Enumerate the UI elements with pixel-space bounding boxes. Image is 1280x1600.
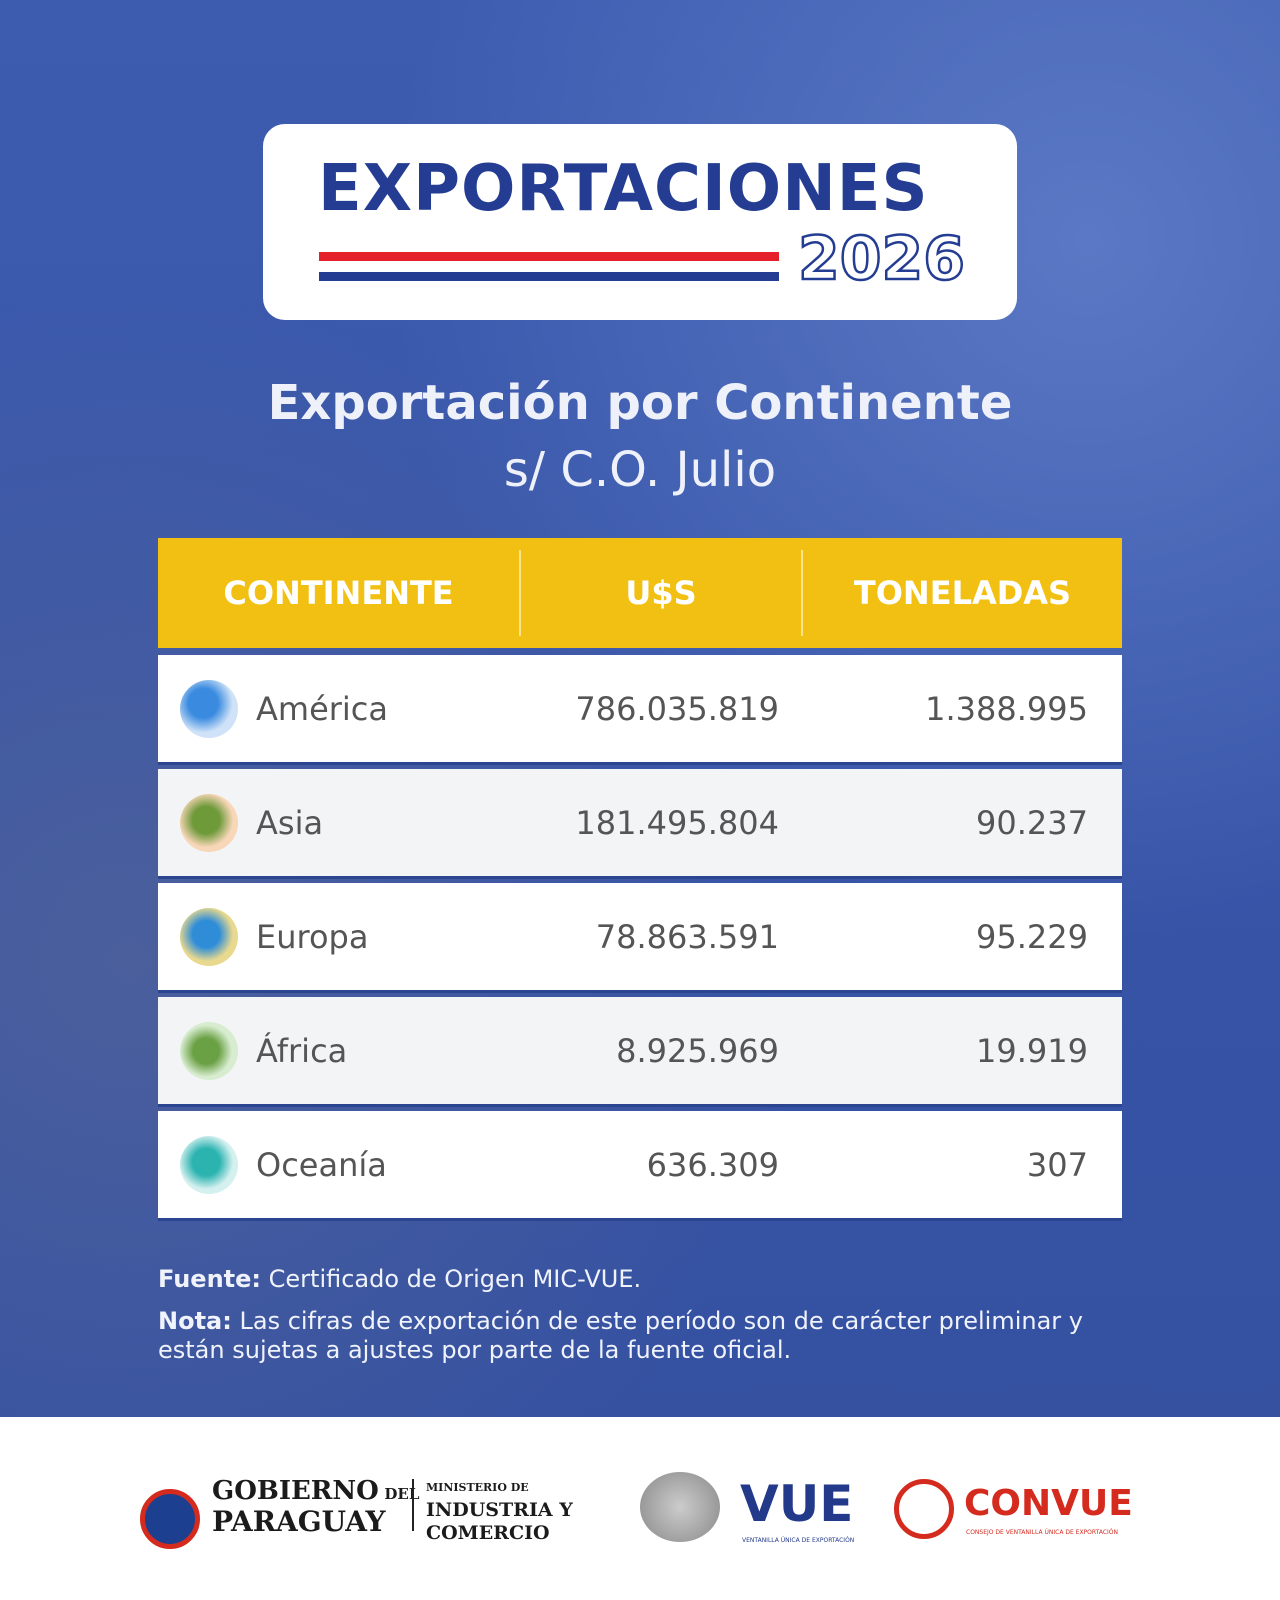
vue-globe: [640, 1472, 720, 1542]
usd-value: 8.925.969: [616, 1031, 779, 1070]
usd-value: 78.863.591: [595, 917, 779, 956]
vue-subtext: VENTANILLA ÚNICA DE EXPORTACIÓN: [742, 1537, 855, 1544]
tons-value: 19.919: [976, 1031, 1088, 1070]
continent-name: Asia: [256, 803, 324, 842]
globe-icon: [180, 679, 238, 738]
separator: [801, 550, 803, 636]
separator: [519, 550, 521, 636]
year: 2026: [797, 223, 967, 296]
globe-icon: [180, 1021, 238, 1080]
table-row: Europa 78.863.591 95.229: [158, 883, 1122, 993]
usd-value: 181.495.804: [575, 803, 779, 842]
tons-value: 95.229: [976, 917, 1088, 956]
subtitle: Exportación por Continente: [267, 375, 1013, 431]
gov-emblem: [140, 1489, 200, 1549]
table-row: América 786.035.819 1.388.995: [158, 655, 1122, 765]
table-header: CONTINENTE U$S TONELADAS: [158, 538, 1122, 648]
note-label: Nota:: [158, 1307, 232, 1335]
note: Nota: Las cifras de exportación de este …: [158, 1307, 1138, 1365]
continent-name: Europa: [256, 917, 369, 956]
tons-value: 1.388.995: [925, 689, 1088, 728]
globe-icon: [180, 907, 238, 966]
usd-value: 636.309: [646, 1145, 779, 1184]
note-text: Las cifras de exportación de este períod…: [158, 1307, 1083, 1364]
convue-globe: [894, 1479, 954, 1539]
ministry-text: COMERCIO: [426, 1522, 550, 1544]
source-text: Certificado de Origen MIC-VUE.: [268, 1265, 642, 1293]
continent-name: Oceanía: [256, 1145, 387, 1184]
source-label: Fuente:: [158, 1265, 261, 1293]
table-row: Asia 181.495.804 90.237: [158, 769, 1122, 879]
period: s/ C.O. Julio: [503, 442, 777, 498]
source: Fuente: Certificado de Origen MIC-VUE.: [158, 1265, 1138, 1294]
title: EXPORTACIONES: [318, 152, 929, 226]
column-header: CONTINENTE: [223, 574, 454, 612]
continent-name: América: [256, 689, 388, 728]
gov-text: DEL: [384, 1485, 420, 1503]
gov-text: PARAGUAY: [212, 1505, 386, 1538]
vue-text: VUE: [740, 1475, 854, 1533]
gov-text: GOBIERNO: [212, 1476, 379, 1506]
globe-icon: [180, 793, 238, 852]
stripe-white: [319, 264, 779, 269]
ministry-text: INDUSTRIA Y: [426, 1499, 573, 1521]
usd-value: 786.035.819: [575, 689, 779, 728]
table-row: Oceanía 636.309 307: [158, 1111, 1122, 1221]
tons-value: 307: [1026, 1145, 1088, 1184]
convue-subtext: CONSEJO DE VENTANILLA ÚNICA DE EXPORTACI…: [966, 1529, 1119, 1536]
divider: [412, 1479, 414, 1531]
column-header: TONELADAS: [853, 574, 1072, 612]
table-row: África 8.925.969 19.919: [158, 997, 1122, 1107]
ministry-text: MINISTERIO DE: [426, 1481, 529, 1494]
stripe-red: [319, 252, 779, 261]
stripe-blue: [319, 272, 779, 281]
convue-text: CONVUE: [964, 1483, 1133, 1524]
title-card: EXPORTACIONES 2026: [263, 124, 1017, 320]
globe-icon: [180, 1135, 238, 1194]
ministry-logo: MINISTERIO DE INDUSTRIA Y COMERCIO: [426, 1475, 573, 1545]
continent-name: África: [256, 1031, 348, 1070]
column-header: U$S: [625, 574, 697, 612]
footer: GOBIERNO DEL PARAGUAY MINISTERIO DE INDU…: [0, 1417, 1280, 1600]
tons-value: 90.237: [976, 803, 1088, 842]
gov-logo: GOBIERNO DEL PARAGUAY: [212, 1477, 419, 1540]
